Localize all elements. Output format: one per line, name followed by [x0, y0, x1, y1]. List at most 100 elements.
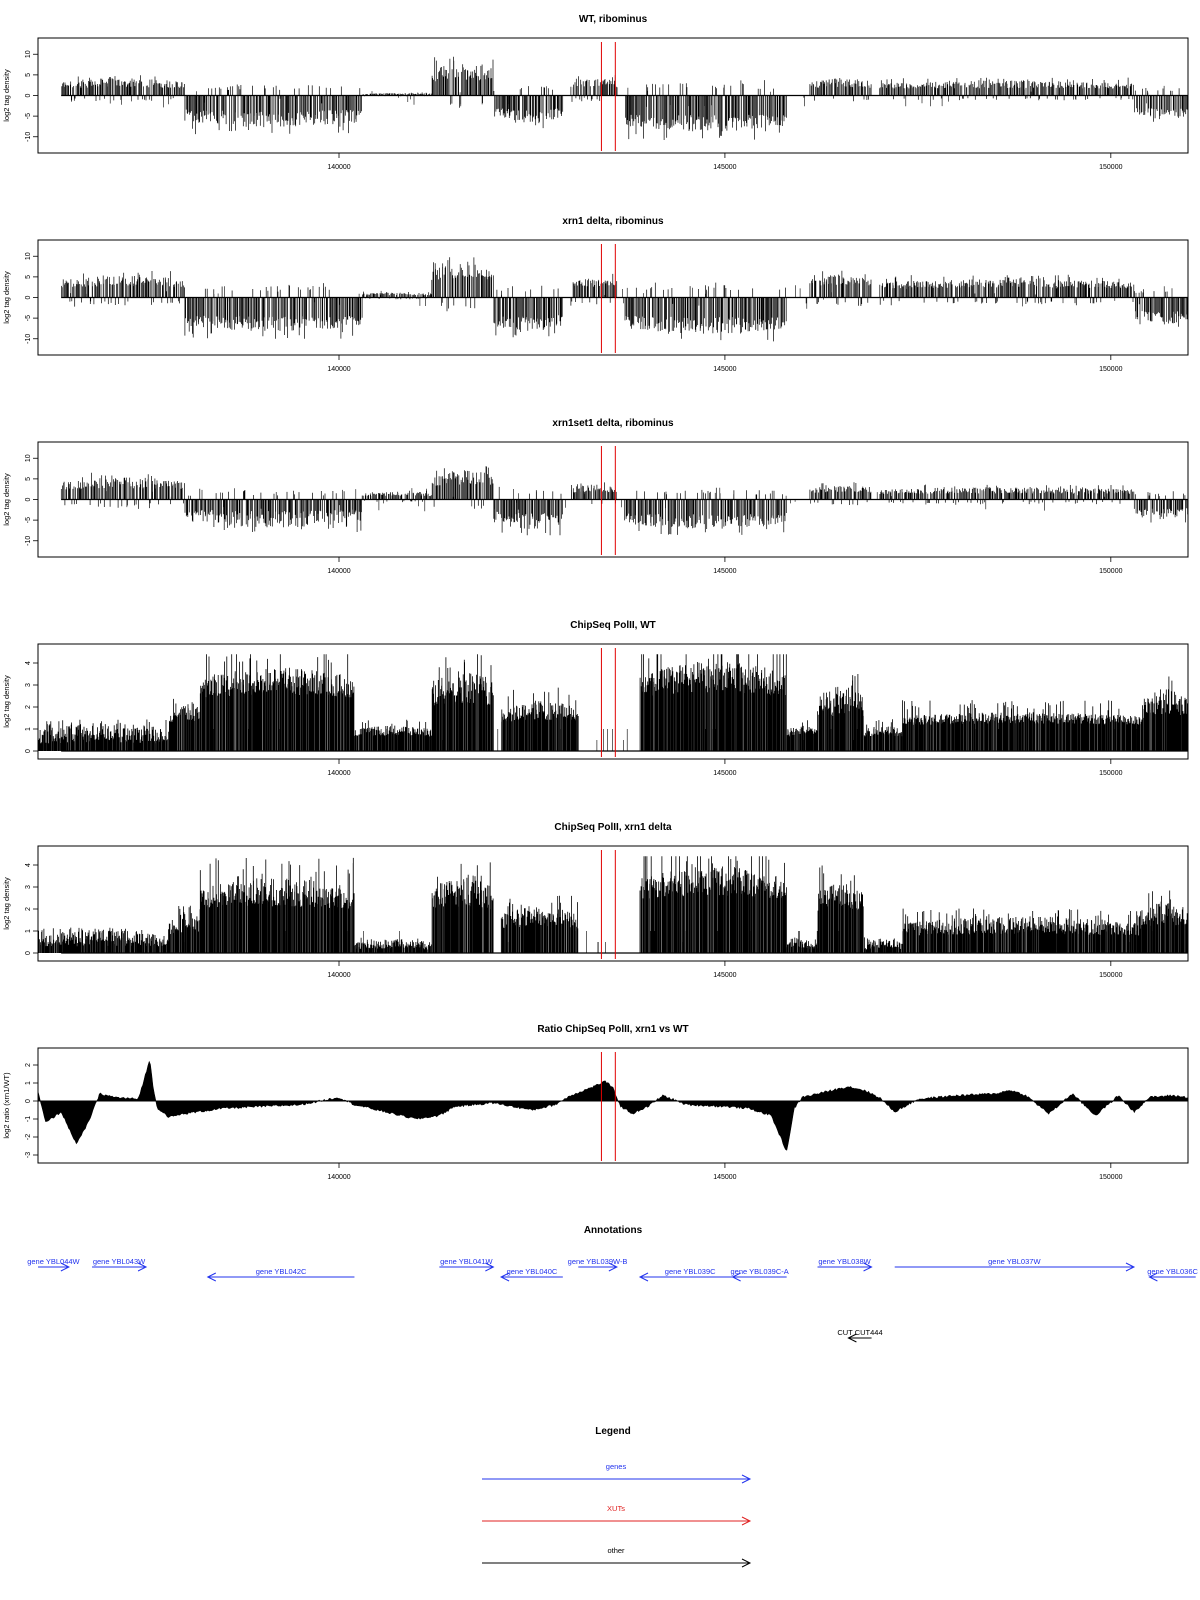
arrow-right-icon: [741, 1558, 752, 1568]
signal-bars-path: [501, 687, 579, 751]
legend-item-xuts: XUTs: [482, 1504, 752, 1526]
arrow-left-icon: [731, 1272, 741, 1282]
signal-segment-9: [879, 274, 1135, 306]
signal-segment-7: [639, 856, 787, 953]
signal-segment-7: [624, 487, 787, 535]
signal-bars: [60, 466, 1188, 536]
x-tick-label: 145000: [713, 568, 736, 575]
signal-bars-path: [354, 719, 432, 751]
signal-segment-5: [493, 285, 563, 338]
feature-label: gene YBL040C: [507, 1267, 558, 1276]
signal-segment-1: [60, 472, 185, 509]
panel-title: xrn1 delta, ribominus: [562, 216, 664, 227]
signal-bars-path: [431, 466, 494, 509]
signal-segment-9: [879, 484, 1135, 505]
arrow-right-icon: [137, 1262, 148, 1272]
y-tick-label: -5: [25, 517, 32, 523]
feature-label: gene YBL038W: [818, 1257, 871, 1266]
sparse-signal-path: [70, 931, 1188, 953]
y-tick-label: 0: [25, 1099, 32, 1103]
x-tick-label: 140000: [327, 1174, 350, 1181]
y-tick-label: 2: [25, 907, 32, 911]
x-tick-label: 140000: [327, 568, 350, 575]
signal-bars-path: [639, 654, 787, 751]
signal-bars-path: [902, 908, 1142, 953]
x-tick-label: 140000: [327, 770, 350, 777]
arrow-left-icon: [499, 1272, 510, 1282]
signal-bars-path: [625, 80, 787, 140]
signal-bars-path: [38, 927, 169, 953]
x-tick-label: 140000: [327, 972, 350, 979]
y-tick-label: 2: [25, 1063, 32, 1067]
y-tick-label: 1: [25, 727, 32, 731]
y-axis-label: log2 tag density: [2, 473, 11, 526]
y-tick-label: 1: [25, 1081, 32, 1085]
track-panel-6: Ratio ChipSeq PolII, xrn1 vs WT log2 rati…: [2, 1024, 1189, 1181]
signal-bars-path: [199, 857, 355, 953]
signal-bars-path: [570, 273, 618, 306]
signal-bars-path: [864, 937, 903, 953]
signal-segment-9: [817, 865, 864, 953]
signal-segment-4: [354, 719, 432, 751]
feature-label: gene YBL037W: [988, 1257, 1041, 1266]
signal-bars: [37, 654, 1188, 751]
arrow-left-icon: [1148, 1272, 1158, 1282]
signal-segment-10: [863, 719, 903, 751]
signal-segment-8: [809, 78, 872, 102]
panel-title: ChipSeq PolII, WT: [570, 620, 656, 631]
signal-segment-7: [639, 654, 787, 751]
feature-label: gene YBL039C-A: [731, 1267, 789, 1276]
signal-segment-5: [431, 654, 494, 751]
x-tick-label: 150000: [1099, 1174, 1122, 1181]
signal-bars-path: [493, 285, 563, 338]
panel-frame: [37, 643, 1189, 760]
signal-bars-path: [361, 490, 432, 503]
y-tick-label: -3: [25, 1152, 32, 1158]
track-panel-1: WT, ribominus log2 tag density -10 -5 0 5 10 14…: [2, 14, 1189, 171]
signal-segment-2: [184, 488, 362, 532]
track-panel-4: ChipSeq PolII, WT log2 tag density 0 1 2 3 4 14…: [2, 620, 1189, 777]
annotations-title: Annotations: [584, 1225, 643, 1236]
arrow-left-icon: [206, 1272, 217, 1282]
arrow-right-icon: [741, 1474, 752, 1484]
sparse-signal-path: [71, 83, 1165, 108]
legend-item-genes: genes: [482, 1462, 752, 1484]
signal-bars-path: [1133, 491, 1188, 523]
legend-label: other: [607, 1546, 625, 1555]
y-tick-label: 0: [25, 951, 32, 955]
signal-segment-11: [902, 908, 1142, 953]
feature-gene-ybl039c-a: gene YBL039C-A: [731, 1267, 789, 1282]
x-tick-label: 145000: [713, 164, 736, 171]
signal-segment-3: [199, 857, 355, 953]
signal-segment-10: [1134, 289, 1188, 327]
signal-bars-path: [639, 856, 787, 953]
signal-segment-8: [809, 270, 872, 306]
feature-gene-ybl041w: gene YBL041W: [439, 1257, 495, 1272]
signal-bars-path: [500, 895, 579, 953]
sparse-signal: [70, 931, 1188, 953]
track-panel-3: xrn1set1 delta, ribominus log2 tag densit…: [2, 418, 1189, 575]
signal-bars-path: [184, 283, 363, 339]
y-tick-label: -10: [25, 536, 32, 546]
signal-bars-path: [431, 257, 494, 312]
x-tick-label: 145000: [713, 366, 736, 373]
signal-segment-1: [37, 719, 170, 751]
signal-segment-5: [493, 86, 564, 129]
signal-bars-path: [60, 472, 185, 509]
signal-segment-5: [431, 862, 494, 953]
signal-bars-path: [624, 487, 787, 535]
signal-bars-path: [493, 86, 564, 129]
signal-segment-6: [500, 895, 579, 953]
track-panel-2: xrn1 delta, ribominus log2 tag density -10…: [2, 216, 1189, 373]
y-tick-label: 10: [25, 252, 32, 260]
annotation-track: Annotations gene YBL044W gene YBL043W gene …: [27, 1225, 1199, 1343]
signal-segment-2: [169, 698, 201, 751]
legend-item-other: other: [482, 1546, 752, 1568]
y-tick-label: 0: [25, 295, 32, 299]
feature-label: gene YBL043W: [93, 1257, 146, 1266]
signal-segment-6: [570, 75, 617, 102]
signal-bars-path: [169, 698, 201, 751]
y-tick-label: -1: [25, 1116, 32, 1122]
signal-bars-path: [1141, 676, 1188, 751]
